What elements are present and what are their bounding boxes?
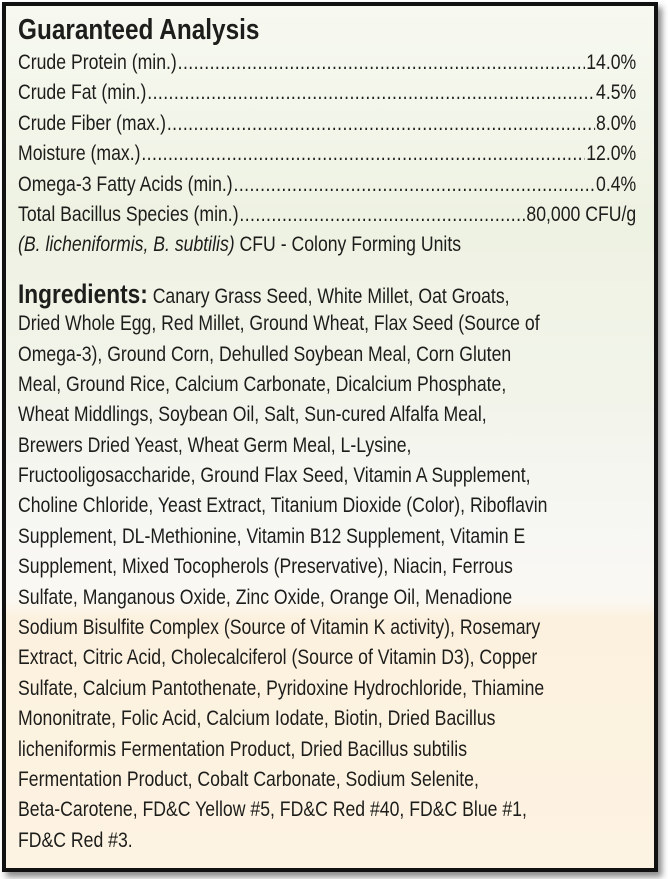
ingredients-line: Supplement, DL-Methionine, Vitamin B12 S… (18, 524, 526, 548)
nutrient-label: Moisture (max.) (18, 142, 141, 166)
nutrient-label: Omega-3 Fatty Acids (min.) (18, 172, 233, 196)
nutrient-value: 4.5% (596, 81, 637, 105)
ingredients-line: Sulfate, Manganous Oxide, Zinc Oxide, Or… (18, 585, 513, 609)
analysis-row: Crude Fat (min.) 4.5% (18, 78, 636, 108)
nutrient-value: 80,000 CFU/g (526, 202, 637, 226)
dot-leader (239, 200, 525, 230)
ingredients-line: Meal, Ground Rice, Calcium Carbonate, Di… (18, 372, 507, 396)
analysis-row: Omega-3 Fatty Acids (min.) 0.4% (18, 170, 636, 200)
cfu-note: (B. licheniformis, B. subtilis) CFU - Co… (18, 230, 636, 260)
ingredients-line: Sulfate, Calcium Pantothenate, Pyridoxin… (18, 676, 545, 700)
cfu-definition: CFU - Colony Forming Units (234, 233, 462, 257)
analysis-table: Crude Protein (min.) 14.0% Crude Fat (min.… (18, 48, 636, 230)
dot-leader (178, 48, 586, 78)
nutrient-value: 0.4% (596, 172, 637, 196)
nutrient-label: Crude Fat (min.) (18, 81, 147, 105)
ingredients-line: Supplement, Mixed Tocopherols (Preservat… (18, 555, 513, 579)
analysis-row: Crude Fiber (max.) 8.0% (18, 109, 636, 139)
analysis-row: Crude Protein (min.) 14.0% (18, 48, 636, 78)
ingredients-line: Fermentation Product, Cobalt Carbonate, … (18, 767, 479, 791)
ingredients-line: Dried Whole Egg, Red Millet, Ground Whea… (18, 312, 540, 336)
label-content: Guaranteed Analysis Crude Protein (min.)… (18, 12, 636, 856)
nutrient-value: 8.0% (596, 111, 637, 135)
nutrient-value: 12.0% (586, 142, 637, 166)
nutrient-value: 14.0% (586, 51, 637, 74)
dot-leader (167, 109, 595, 139)
bacillus-species: (B. licheniformis, B. subtilis) (18, 233, 235, 257)
ingredients-line: Mononitrate, Folic Acid, Calcium Iodate,… (18, 707, 496, 731)
ingredients-section: Ingredients: Canary Grass Seed, White Mi… (18, 279, 636, 856)
ingredients-line: licheniformis Fermentation Product, Drie… (18, 737, 468, 761)
ingredients-line: Fructooligosaccharide, Ground Flax Seed,… (18, 464, 531, 488)
ingredients-line: Beta-Carotene, FD&C Yellow #5, FD&C Red … (18, 798, 527, 822)
ingredients-line: Sodium Bisulfite Complex (Source of Vita… (18, 616, 541, 640)
dot-leader (234, 170, 596, 200)
ingredients-heading: Ingredients: (18, 278, 148, 309)
ingredients-line: Wheat Middlings, Soybean Oil, Salt, Sun-… (18, 403, 487, 427)
ingredients-line: Ingredients: Canary Grass Seed, White Mi… (18, 279, 636, 309)
ingredients-line: FD&C Red #3. (18, 828, 133, 852)
analysis-row: Moisture (max.) 12.0% (18, 139, 636, 169)
nutrient-label: Crude Protein (min.) (18, 51, 177, 74)
ingredients-text: Canary Grass Seed, White Millet, Oat Gro… (147, 284, 510, 308)
ingredients-line: Brewers Dried Yeast, Wheat Germ Meal, L-… (18, 433, 412, 457)
ingredients-line: Omega-3), Ground Corn, Dehulled Soybean … (18, 342, 512, 366)
nutrient-label: Total Bacillus Species (min.) (18, 202, 239, 226)
ingredients-line: Extract, Citric Acid, Cholecalciferol (S… (18, 646, 538, 670)
analysis-row: Total Bacillus Species (min.) 80,000 CFU/… (18, 200, 636, 230)
guaranteed-analysis-title: Guaranteed Analysis (18, 14, 260, 46)
nutrient-label: Crude Fiber (max.) (18, 111, 167, 135)
label-panel: Guaranteed Analysis Crude Protein (min.)… (2, 2, 658, 872)
ingredients-line: Choline Chloride, Yeast Extract, Titaniu… (18, 494, 548, 518)
dot-leader (147, 78, 595, 108)
dot-leader (141, 139, 585, 169)
